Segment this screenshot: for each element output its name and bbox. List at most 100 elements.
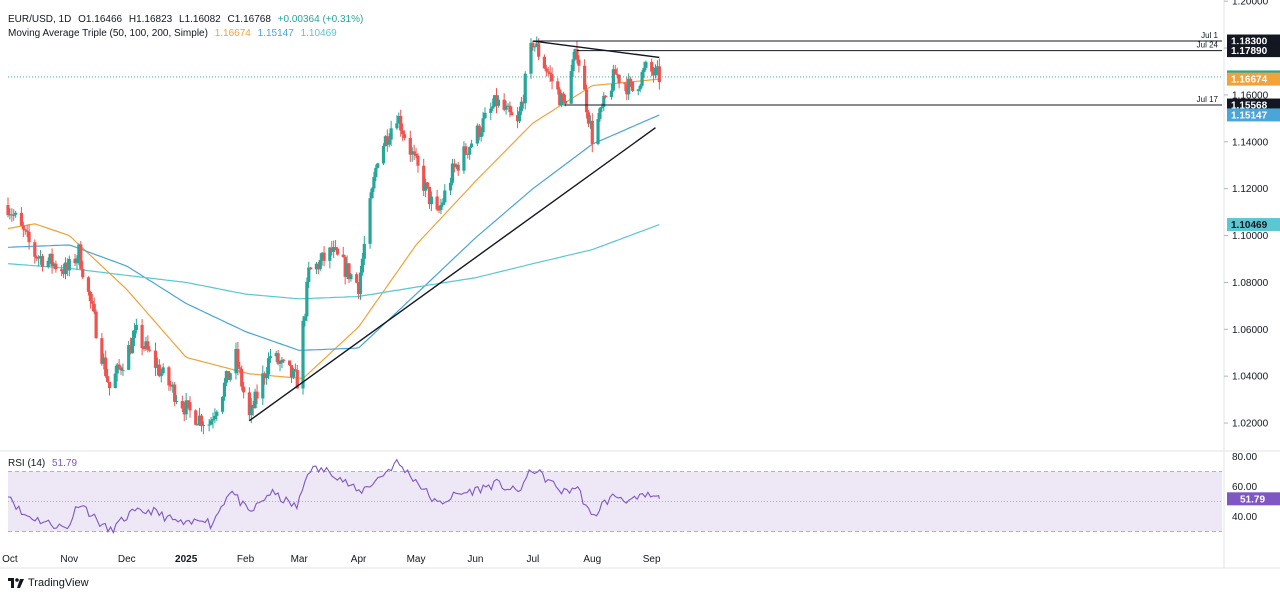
time-tick-label: Dec bbox=[118, 554, 136, 565]
candle-body bbox=[159, 373, 163, 377]
candle-body bbox=[73, 258, 77, 264]
candle-body bbox=[544, 68, 548, 72]
candle-body bbox=[489, 108, 493, 113]
candle-body bbox=[173, 384, 177, 402]
rsi-legend-title[interactable]: RSI (14) bbox=[8, 458, 46, 469]
candle-body bbox=[37, 257, 41, 259]
trendline bbox=[248, 127, 656, 422]
candle-body bbox=[427, 186, 432, 205]
candle-body bbox=[238, 367, 242, 369]
candle-body bbox=[196, 424, 200, 426]
candle-body bbox=[153, 350, 158, 368]
candle-body bbox=[590, 120, 594, 144]
candle-body bbox=[107, 381, 112, 389]
price-tick-label: 1.06000 bbox=[1232, 325, 1269, 336]
candle-body bbox=[247, 392, 251, 416]
candle-body bbox=[569, 71, 573, 104]
candle-body bbox=[180, 401, 184, 409]
candle-body bbox=[424, 182, 428, 191]
candle-body bbox=[609, 90, 614, 97]
candle-body bbox=[374, 167, 378, 178]
symbol-legend[interactable]: EUR/USD, 1D O1.16466 H1.16823 L1.16082 C… bbox=[8, 14, 367, 25]
candle-body bbox=[395, 123, 399, 129]
candle-body bbox=[188, 402, 192, 411]
time-axis[interactable]: Oct Nov Dec 2025 Feb Mar Apr May Jun Jul Aug Sep bbox=[2, 554, 661, 565]
candle-body bbox=[50, 253, 54, 267]
candle-body bbox=[194, 410, 198, 425]
candle-body bbox=[563, 100, 568, 104]
price-tick-label: 1.12000 bbox=[1232, 184, 1269, 195]
candle-body bbox=[276, 353, 280, 364]
rsi-price-tag bbox=[1227, 492, 1280, 506]
ma-legend-title[interactable]: Moving Average Triple (50, 100, 200, Sim… bbox=[8, 28, 208, 39]
candle-body bbox=[129, 345, 133, 354]
candle-body bbox=[588, 120, 592, 124]
candle-body bbox=[174, 401, 179, 403]
candle-body bbox=[370, 188, 374, 199]
candle-body bbox=[510, 112, 514, 116]
price-tick-label: 1.04000 bbox=[1232, 372, 1269, 383]
candle-body bbox=[389, 128, 393, 140]
candle-body bbox=[322, 252, 326, 261]
candle-body bbox=[573, 49, 577, 60]
time-tick-label: Jul bbox=[527, 554, 540, 565]
symbol-name[interactable]: EUR/USD, 1D bbox=[8, 14, 72, 25]
level-date-label: Jul 1 bbox=[1201, 31, 1218, 40]
candle-body bbox=[481, 118, 485, 133]
candle-body bbox=[201, 424, 206, 427]
candle-body bbox=[19, 212, 24, 226]
candle-body bbox=[506, 105, 510, 107]
candle-body bbox=[79, 244, 83, 269]
candle-body bbox=[523, 73, 527, 104]
candle-body bbox=[341, 254, 345, 258]
candle-body bbox=[439, 204, 443, 210]
candle-body bbox=[577, 59, 581, 66]
candle-body bbox=[517, 111, 522, 122]
candle-body bbox=[529, 42, 533, 74]
candle-body bbox=[402, 134, 407, 138]
candle-body bbox=[604, 95, 608, 97]
candle-body bbox=[280, 359, 284, 363]
candlestick-layer bbox=[6, 36, 661, 435]
candle-body bbox=[10, 214, 14, 216]
level-date-label: Jul 24 bbox=[1197, 41, 1219, 50]
rsi-legend-value: 51.79 bbox=[52, 458, 78, 469]
candle-body bbox=[63, 262, 68, 275]
candle-body bbox=[537, 43, 541, 57]
candle-body bbox=[356, 282, 361, 294]
price-tick-label: 1.16000 bbox=[1232, 90, 1269, 101]
candle-body bbox=[35, 256, 39, 259]
ma-legend[interactable]: Moving Average Triple (50, 100, 200, Sim… bbox=[8, 28, 341, 39]
candle-body bbox=[102, 357, 106, 364]
rsi-legend[interactable]: RSI (14) 51.79 bbox=[8, 458, 81, 469]
candle-body bbox=[644, 61, 648, 68]
candle-body bbox=[345, 263, 349, 277]
price-tag-level bbox=[1227, 44, 1280, 58]
candle-body bbox=[88, 291, 92, 302]
candle-body bbox=[167, 367, 171, 386]
candle-body bbox=[148, 349, 152, 351]
candle-body bbox=[600, 106, 604, 109]
candle-body bbox=[92, 303, 96, 312]
time-tick-label: Jun bbox=[467, 554, 483, 565]
candle-body bbox=[464, 146, 468, 154]
candle-body bbox=[119, 367, 123, 371]
candle-body bbox=[558, 89, 562, 106]
rsi-tick-label: 60.00 bbox=[1232, 482, 1257, 493]
candle-body bbox=[77, 244, 81, 259]
candle-body bbox=[638, 85, 642, 90]
candle-body bbox=[207, 424, 211, 426]
price-tag-label: 1.15147 bbox=[1231, 110, 1268, 121]
candle-body bbox=[429, 196, 433, 205]
candle-body bbox=[282, 359, 286, 361]
candle-body bbox=[130, 337, 135, 354]
candle-body bbox=[100, 338, 104, 364]
candle-body bbox=[27, 231, 31, 243]
tradingview-logo[interactable]: TradingView bbox=[8, 577, 89, 589]
candle-body bbox=[397, 115, 401, 124]
candle-body bbox=[650, 61, 654, 72]
candle-body bbox=[240, 368, 244, 387]
candle-body bbox=[535, 43, 539, 47]
